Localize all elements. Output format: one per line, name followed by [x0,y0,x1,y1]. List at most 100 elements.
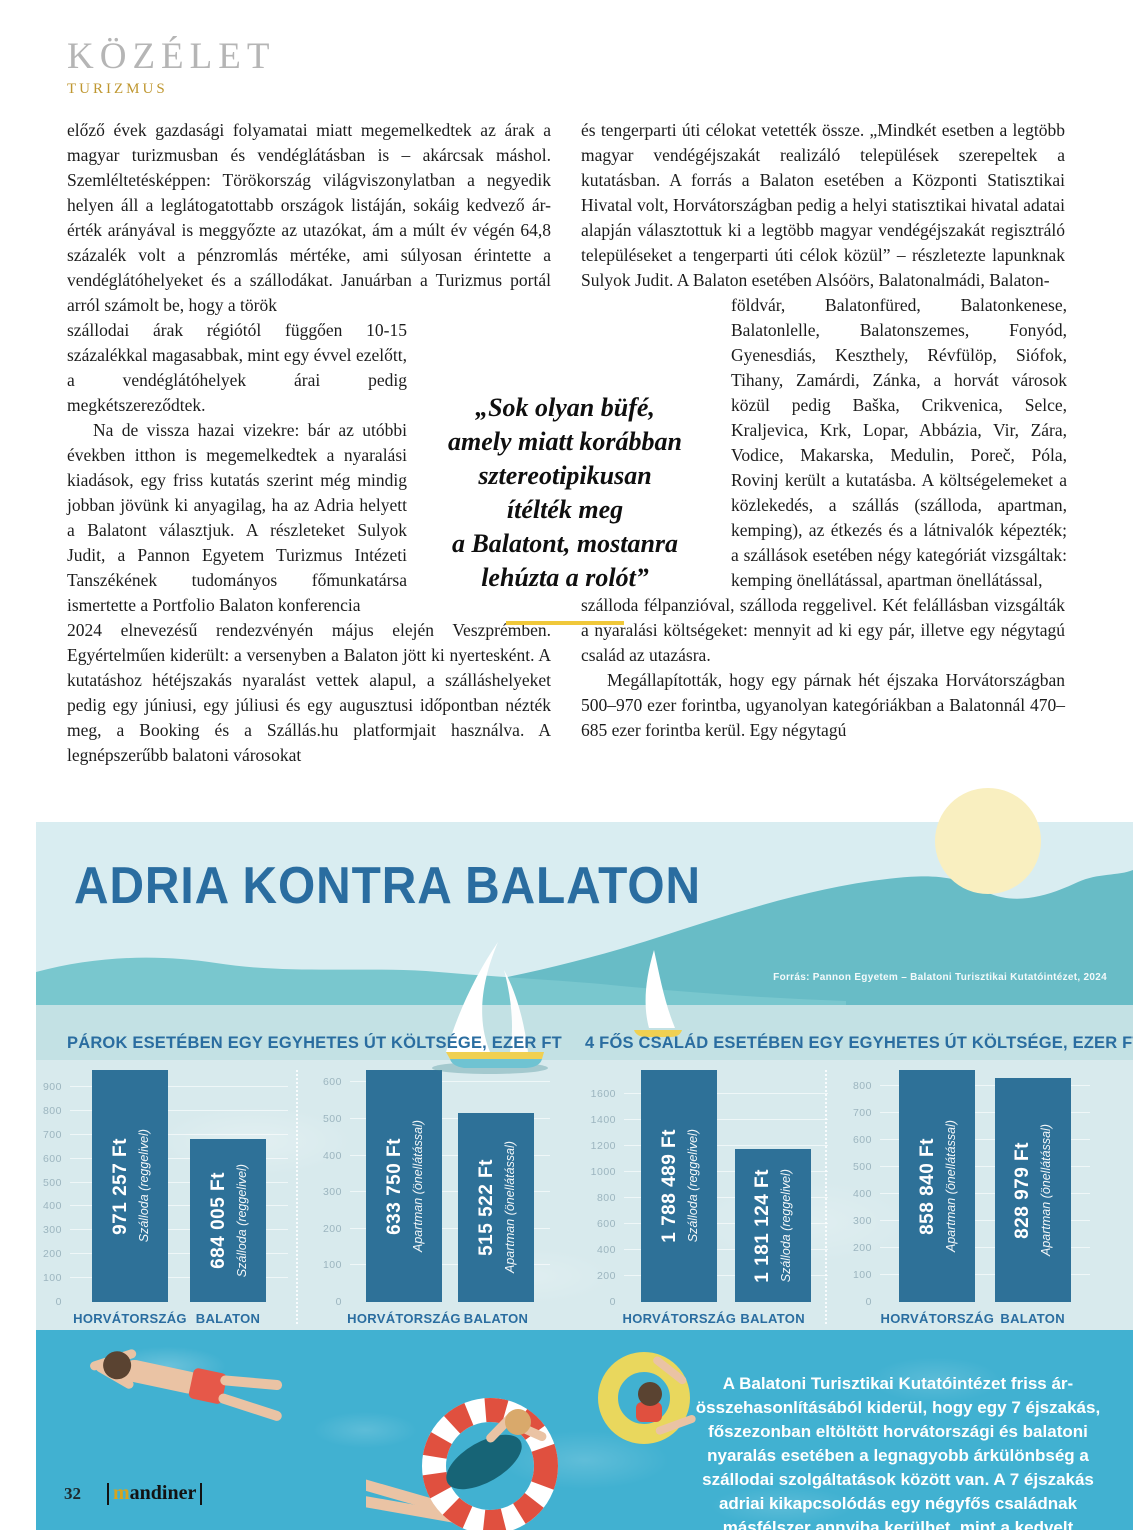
gridline [880,1220,1090,1221]
gridline [350,1155,550,1156]
y-axis-tick: 200 [596,1270,616,1282]
bar-column: 515 522 Ft Apartman (önellátással) BALATON [458,1070,534,1326]
y-axis-tick: 400 [596,1244,616,1256]
gridline [70,1253,288,1254]
gridline [70,1134,288,1135]
bar-category-sublabel: Szálloda (reggelivel) [234,1163,249,1278]
gridline [70,1158,288,1159]
gridline [880,1247,1090,1248]
y-axis-tick: 1200 [590,1140,616,1152]
bar-column: 858 840 Ft Apartman (önellátással) HORVÁTO… [881,1070,994,1326]
gridline [70,1205,288,1206]
section-title: KÖZÉLET [67,36,276,77]
y-axis-tick: 600 [322,1076,342,1088]
bar-value-label: 633 750 Ft [383,1137,405,1235]
gridline [880,1139,1090,1140]
swimmer-floating-illustration [90,1349,283,1421]
gridline [70,1110,288,1111]
gridline [880,1085,1090,1086]
bar-category-sublabel: Szálloda (reggelivel) [685,1129,700,1243]
x-axis-label: BALATON [195,1311,261,1326]
article-column-right: és tengerparti úti célokat vetették össz… [581,118,1067,743]
gridline [350,1264,550,1265]
plot-area: 971 257 Ft Szálloda (reggelivel) HORVÁTORS… [70,1070,288,1326]
bar-balaton: 684 005 Ft Szálloda (reggelivel) [190,1139,266,1302]
y-axis-tick: 400 [42,1200,62,1212]
y-axis-tick: 100 [852,1269,872,1281]
bar-horvátország: 971 257 Ft Szálloda (reggelivel) [92,1070,168,1302]
bar-value-label: 1 181 124 Ft [752,1168,774,1283]
y-axis-tick: 1600 [590,1088,616,1100]
paragraph: előző évek gazdasági folyamatai miatt me… [67,120,551,315]
page-number: 32 [64,1483,81,1503]
article-column-left: előző évek gazdasági folyamatai miatt me… [67,118,551,768]
x-axis-label: HORVÁTORSZÁG [622,1311,737,1326]
bar-column: 1 181 124 Ft Szálloda (reggelivel) BALATON [734,1070,811,1326]
plot-area: 1 788 489 Ft Szálloda (reggelivel) HORVÁTO… [623,1070,828,1326]
pull-quote-text: „Sok olyan büfé, amely miatt korábban sz… [448,393,682,592]
x-axis-label: HORVÁTORSZÁG [880,1311,995,1326]
y-axis-tick: 800 [852,1080,872,1092]
bar-category-sublabel: Szálloda (reggelivel) [779,1168,794,1283]
sun-illustration [935,788,1041,894]
gridline [624,1249,828,1250]
paragraph: földvár, Balatonfüred, Balatonkenese, Ba… [731,295,1067,590]
mountains-illustration [36,870,1133,1005]
subchart-pairs-hotel: 0 100 200 300 400 500 600 700 800 900 971 257 Ft Sz… [40,1070,288,1326]
y-axis-tick: 700 [42,1129,62,1141]
bottom-water-band: A Balatoni Turisztikai Kutatóintézet fri… [36,1330,1133,1530]
y-axis-tick: 200 [852,1242,872,1254]
y-axis-tick: 400 [852,1188,872,1200]
y-axis-tick: 400 [322,1150,342,1162]
logo-bar [200,1482,203,1505]
mandiner-logo: m andiner [103,1482,206,1505]
gridline [70,1182,288,1183]
paragraph: 2024 elnevezésű rendezvényén május elejé… [67,620,551,765]
source-credit: Forrás: Pannon Egyetem – Balatoni Turisz… [773,972,1107,983]
y-axis-tick: 900 [42,1081,62,1093]
gridline [624,1223,828,1224]
logo-text: andiner [129,1482,197,1504]
gridline [624,1197,828,1198]
gridline [880,1166,1090,1167]
gridline [880,1112,1090,1113]
gridline [624,1275,828,1276]
bar-column: 1 788 489 Ft Szálloda (reggelivel) HORVÁTO… [623,1070,736,1326]
water-band [36,1005,1133,1060]
chart-band: 0 100 200 300 400 500 600 700 800 900 971 257 Ft Sz… [36,1060,1133,1330]
y-axis-tick: 0 [335,1296,342,1308]
gridline [350,1228,550,1229]
y-axis-tick: 1000 [590,1166,616,1178]
x-axis-label: HORVÁTORSZÁG [73,1311,187,1326]
paragraph: szállodai árak régiótól függően 10-15 sz… [67,320,407,415]
bar-value-label: 1 788 489 Ft [658,1129,680,1243]
y-axis-tick: 700 [852,1107,872,1119]
bar-balaton: 515 522 Ft Apartman (önellátással) [458,1113,534,1302]
y-axis-tick: 0 [55,1296,62,1308]
y-axis-tick: 500 [322,1113,342,1125]
gridline [880,1193,1090,1194]
page-footer: 32 m andiner [64,1482,206,1505]
subchart-pairs-apartment: 0 100 200 300 400 500 600 633 750 Ft Apartman (ö… [306,1070,550,1326]
page-kicker: KÖZÉLET TURIZMUS [67,38,275,98]
infographic: ADRIA KONTRA BALATON Forrás: Pannon Egye… [36,822,1133,1530]
y-axis-tick: 300 [322,1186,342,1198]
y-axis-tick: 0 [609,1296,616,1308]
plot-area: 633 750 Ft Apartman (önellátással) HORVÁTO… [347,1070,550,1326]
y-axis-tick: 500 [42,1177,62,1189]
y-axis-tick: 200 [42,1248,62,1260]
quote-divider [506,621,624,625]
bar-value-label: 828 979 Ft [1012,1141,1034,1239]
y-axis-tick: 0 [865,1296,872,1308]
y-axis-tick: 200 [322,1223,342,1235]
sailboat-small-icon [634,950,682,1037]
subchart-family-hotel: 0 200 400 600 800 1000 1200 1400 1600 1 788 489 F… [582,1070,828,1326]
gridline [70,1229,288,1230]
paragraph: és tengerparti úti célokat vetették össz… [581,120,1065,290]
y-axis-tick: 100 [42,1272,62,1284]
gridline [70,1086,288,1087]
swimmer-yellow-ring-illustration [598,1352,696,1444]
bar-column: 633 750 Ft Apartman (önellátással) HORVÁTO… [347,1070,461,1326]
x-axis-label: BALATON [463,1311,529,1326]
gridline [350,1191,550,1192]
